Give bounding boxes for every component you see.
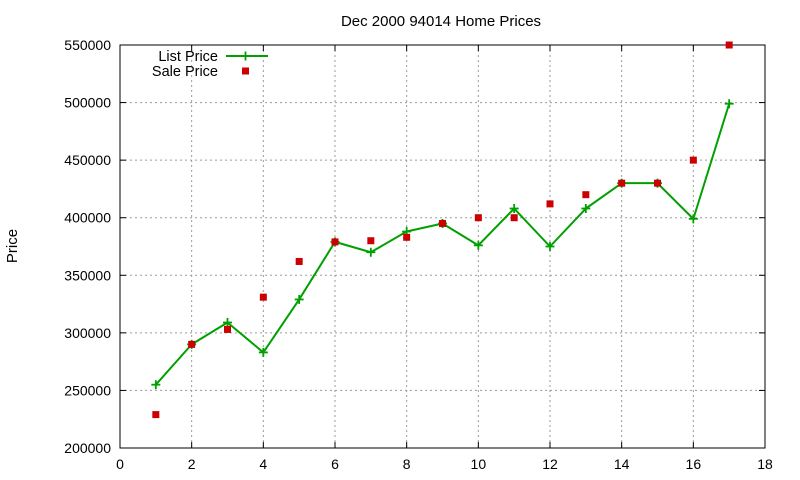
sale-price-point xyxy=(331,238,339,246)
y-axis-label: Price xyxy=(4,229,21,263)
list-price-point xyxy=(294,294,304,304)
sale-price-point xyxy=(295,257,303,265)
sale-price-point xyxy=(654,179,661,187)
x-tick-label: 8 xyxy=(403,456,411,472)
sale-price-point xyxy=(439,219,446,227)
list-price-line xyxy=(155,103,731,386)
sale-price-point xyxy=(510,214,518,222)
y-tick-label: 400000 xyxy=(64,210,111,226)
list-price-point xyxy=(545,242,555,251)
list-price-point xyxy=(223,317,232,327)
list-price-point xyxy=(724,99,734,109)
x-tick-label: 2 xyxy=(188,456,196,472)
x-tick-label: 0 xyxy=(116,456,124,472)
tick-layer: 200000 250000 300000 350000 400000 450000 5000… xyxy=(64,37,773,472)
list-price-point xyxy=(509,204,519,214)
y-tick-label: 450000 xyxy=(64,152,111,168)
plot-frame xyxy=(119,44,766,449)
legend-plus-marker xyxy=(241,51,250,61)
sale-price-point xyxy=(188,340,196,348)
legend-label-sale-price: Sale Price xyxy=(152,64,218,80)
grid-layer xyxy=(120,45,765,448)
sale-price-point xyxy=(259,293,267,301)
y-tick-label: 250000 xyxy=(64,382,111,398)
x-tick-label: 18 xyxy=(757,456,773,472)
y-tick-label: 550000 xyxy=(64,37,111,53)
y-tick-label: 200000 xyxy=(64,440,111,456)
x-tick-label: 12 xyxy=(542,456,558,472)
series-layer xyxy=(151,41,734,419)
legend: List Price Sale Price xyxy=(152,49,268,80)
list-price-point xyxy=(258,347,268,357)
sale-price-point xyxy=(403,233,411,241)
sale-price-point xyxy=(224,325,231,333)
chart-title: Dec 2000 94014 Home Prices xyxy=(341,13,541,30)
sale-price-point xyxy=(689,156,697,164)
x-tick-label: 4 xyxy=(259,456,267,472)
y-tick-label: 300000 xyxy=(64,325,111,341)
list-price-point xyxy=(473,240,483,250)
sale-price-point xyxy=(725,41,733,49)
x-tick-label: 10 xyxy=(471,456,487,472)
legend-marker-list-price xyxy=(241,51,250,61)
sale-price-point xyxy=(582,191,590,199)
x-tick-label: 6 xyxy=(331,456,339,472)
list-price-point xyxy=(151,380,161,390)
legend-label-list-price: List Price xyxy=(158,49,218,65)
sale-price-point xyxy=(367,237,375,245)
sale-price-point xyxy=(618,179,626,187)
x-tick-label: 14 xyxy=(614,456,630,472)
legend-marker-sale-price xyxy=(242,67,249,75)
list-price-point xyxy=(688,214,698,224)
sale-price-point xyxy=(474,214,482,222)
sale-price-point xyxy=(546,200,554,208)
list-price-point xyxy=(366,247,376,257)
sale-price-point xyxy=(152,411,160,419)
x-tick-label: 16 xyxy=(686,456,702,472)
y-tick-label: 500000 xyxy=(64,95,111,111)
y-tick-label: 350000 xyxy=(64,267,111,283)
list-price-point xyxy=(581,204,591,214)
